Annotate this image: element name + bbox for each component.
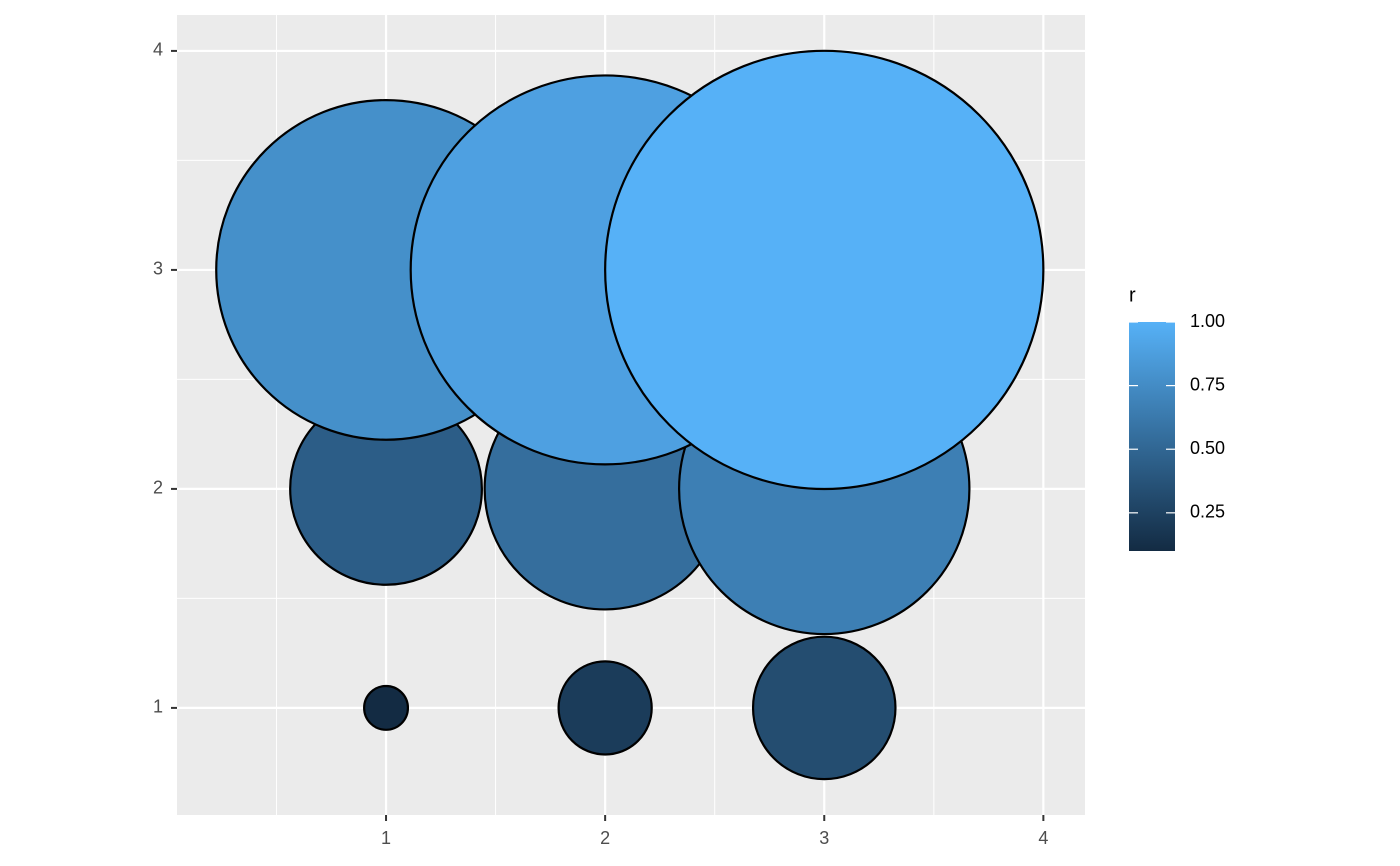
bubble: [363, 684, 410, 731]
legend-label: 1.00: [1190, 311, 1225, 331]
legend-label: 0.75: [1190, 374, 1225, 394]
x-tick-label: 3: [819, 828, 829, 848]
legend-label: 0.25: [1190, 502, 1225, 522]
y-tick-label: 2: [153, 478, 163, 498]
x-tick-label: 4: [1038, 828, 1048, 848]
colorbar: [1129, 322, 1175, 551]
y-tick-label: 4: [153, 40, 163, 60]
x-tick-label: 1: [381, 828, 391, 848]
bubble: [557, 660, 653, 756]
y-tick-label: 3: [153, 259, 163, 279]
bubble: [751, 635, 897, 781]
x-tick-label: 2: [600, 828, 610, 848]
legend-label: 0.50: [1190, 438, 1225, 458]
bubble: [604, 49, 1045, 491]
legend-title: r: [1129, 284, 1136, 306]
y-tick-label: 1: [153, 697, 163, 717]
